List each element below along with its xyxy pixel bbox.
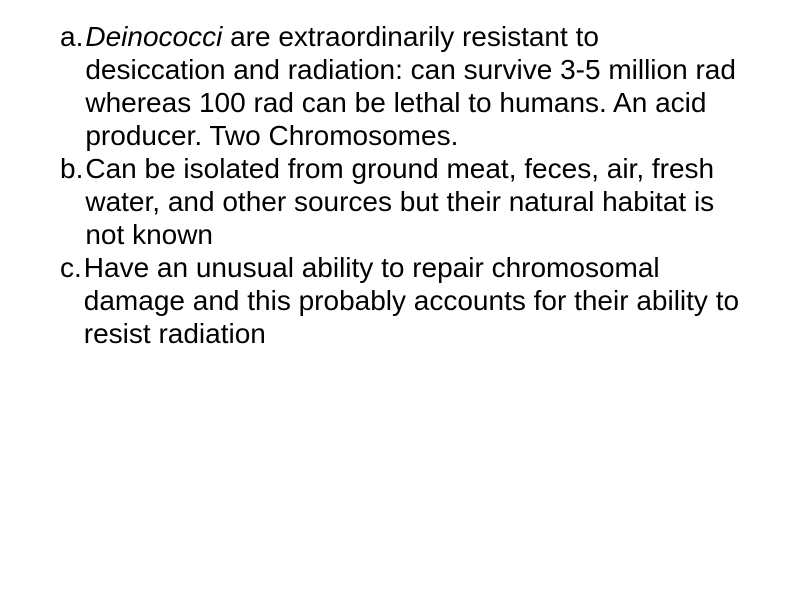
list-text-rest: Can be isolated from ground meat, feces,… — [85, 153, 714, 250]
list-marker: b. — [60, 152, 83, 251]
list-text: Deinococci are extraordinarily resistant… — [83, 20, 740, 152]
list-text: Can be isolated from ground meat, feces,… — [83, 152, 740, 251]
document-body: a. Deinococci are extraordinarily resist… — [0, 0, 800, 370]
list-marker: a. — [60, 20, 83, 152]
italic-term: Deinococci — [85, 21, 222, 52]
list-item: b. Can be isolated from ground meat, fec… — [60, 152, 740, 251]
list-item: c. Have an unusual ability to repair chr… — [60, 251, 740, 350]
list-text-rest: Have an unusual ability to repair chromo… — [84, 252, 739, 349]
list-text: Have an unusual ability to repair chromo… — [82, 251, 740, 350]
list-item: a. Deinococci are extraordinarily resist… — [60, 20, 740, 152]
list-marker: c. — [60, 251, 82, 350]
